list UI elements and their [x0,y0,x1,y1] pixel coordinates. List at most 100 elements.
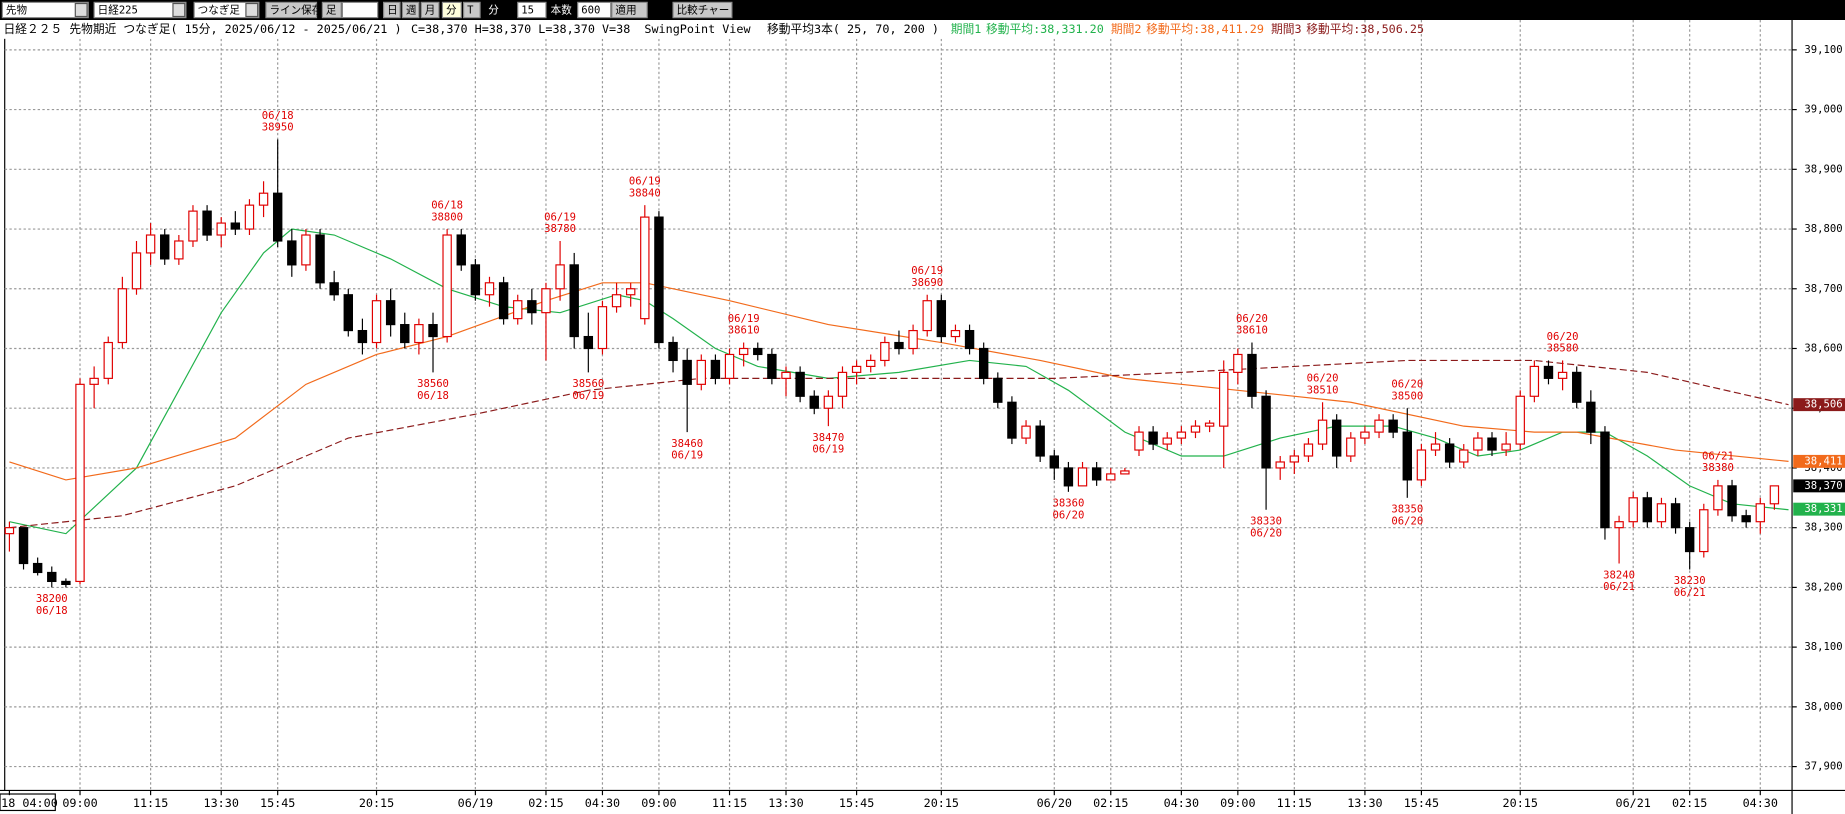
swing-date: 06/18 [431,200,463,212]
candle-body [1487,437,1497,451]
candle-body [1275,461,1285,469]
candle-body [32,562,43,574]
swing-price: 38350 [1391,504,1423,516]
button[interactable] [420,1,440,19]
candle-body [385,300,396,326]
x-tick-label: 04:30 [1743,796,1778,810]
candle-body [47,571,57,583]
candle-body [625,288,636,296]
toolbar-items: 先物 日経225 つなぎ足 ライン保存足日週月分 T 分 15 本数 600 適用 比較チャート [1,1,740,19]
header: 日経２２５ 先物期近 つなぎ足( 15分, 2025/06/12 - 2025/… [0,19,1424,39]
candle-body [484,282,495,296]
candle-body [1459,449,1469,463]
candle-body [1346,437,1356,457]
candle-body [1374,419,1384,433]
candle-body [710,359,721,379]
candle-body [950,329,961,338]
swing-points: 3820006/1806/183895006/18388003856006/18… [36,110,1734,617]
candle-body [1388,419,1398,433]
swing-date: 06/20 [1547,331,1579,343]
header-text: 移動平均:38,506.25 [1306,22,1424,36]
y-tick-label: 39,100 [1804,44,1842,56]
dropdown[interactable] [193,1,260,19]
value-tag [1793,454,1845,468]
candle-body [1727,485,1737,517]
value-tag [1793,398,1845,412]
dropdown[interactable] [517,1,547,19]
candle-body [724,353,735,379]
button[interactable] [441,1,462,19]
dropdown-arrow[interactable] [172,2,186,18]
candle-body [1331,419,1342,457]
candle-body [894,341,904,350]
dropdown[interactable] [1,1,89,19]
swing-price: 38580 [1547,343,1579,355]
candle-body [1247,353,1257,397]
header-text: 日経２２５ 先物期近 つなぎ足( 15分, 2025/06/12 - 2025/… [4,22,402,36]
candle-body [103,341,113,379]
candle-body [569,264,579,338]
candle-body [1317,419,1328,445]
x-tick-label: 06/19 [458,796,493,810]
header-text: 移動平均:38,331.20 [986,22,1104,36]
candle-body [1699,509,1709,553]
candle-body [61,580,71,586]
candle-body [583,335,594,350]
candle-body [400,324,410,344]
candle-body [1233,353,1243,373]
x-tick-label: 15:45 [839,796,874,810]
candle-body [371,300,382,344]
swing-date: 06/19 [544,211,576,223]
toolbar-text: T [467,5,474,17]
toolbar-text: 比較チャート [677,4,740,17]
chart-area [0,19,1845,814]
toolbar-text: 月 [425,5,436,17]
candle-body [287,240,297,266]
swing-date: 06/20 [1307,373,1339,385]
candle-body [498,282,509,320]
swing-date: 06/18 [36,605,68,617]
dropdown[interactable] [577,1,612,19]
candle-body [1741,515,1751,523]
candle-body [301,234,311,266]
candle-body [1360,431,1370,439]
toolbar-text: 適用 [615,4,636,17]
dropdown-arrow[interactable] [74,2,88,18]
swing-price: 38470 [812,432,844,444]
dropdown[interactable] [93,1,187,19]
dropdown-arrow[interactable] [245,2,259,18]
swing-date: 06/20 [1236,313,1268,325]
button[interactable] [401,1,420,19]
candle-body [555,264,565,290]
swing-date: 06/19 [728,313,760,325]
swing-price: 38560 [572,378,604,390]
value-tag-label: 38,370 [1804,480,1842,492]
y-tick-label: 38,200 [1804,581,1842,593]
toolbar-text: つなぎ足 [198,4,241,17]
button[interactable] [383,1,401,19]
candle-body [1444,443,1455,463]
candle-body [597,306,608,350]
button[interactable] [265,1,318,19]
x-tick-label: 18 04:00 [1,796,58,810]
x-tick-label: 20:15 [924,796,959,810]
candle-body [18,527,29,565]
button[interactable] [463,1,481,19]
candle-body [470,264,481,296]
y-tick-label: 38,600 [1804,342,1842,354]
swing-date: 06/20 [1052,509,1084,521]
toolbar-text: 日経225 [98,4,138,17]
candle-body [1148,431,1158,445]
candle-body [315,234,325,284]
input-box[interactable] [341,1,379,19]
x-tick-label: 09:00 [62,796,97,810]
button[interactable] [611,1,648,19]
swing-price: 38500 [1391,390,1423,402]
candle-body [908,329,918,350]
candle-body [1303,443,1314,457]
button[interactable] [672,1,733,19]
y-tick-label: 38,800 [1804,223,1842,235]
button[interactable] [321,1,342,19]
